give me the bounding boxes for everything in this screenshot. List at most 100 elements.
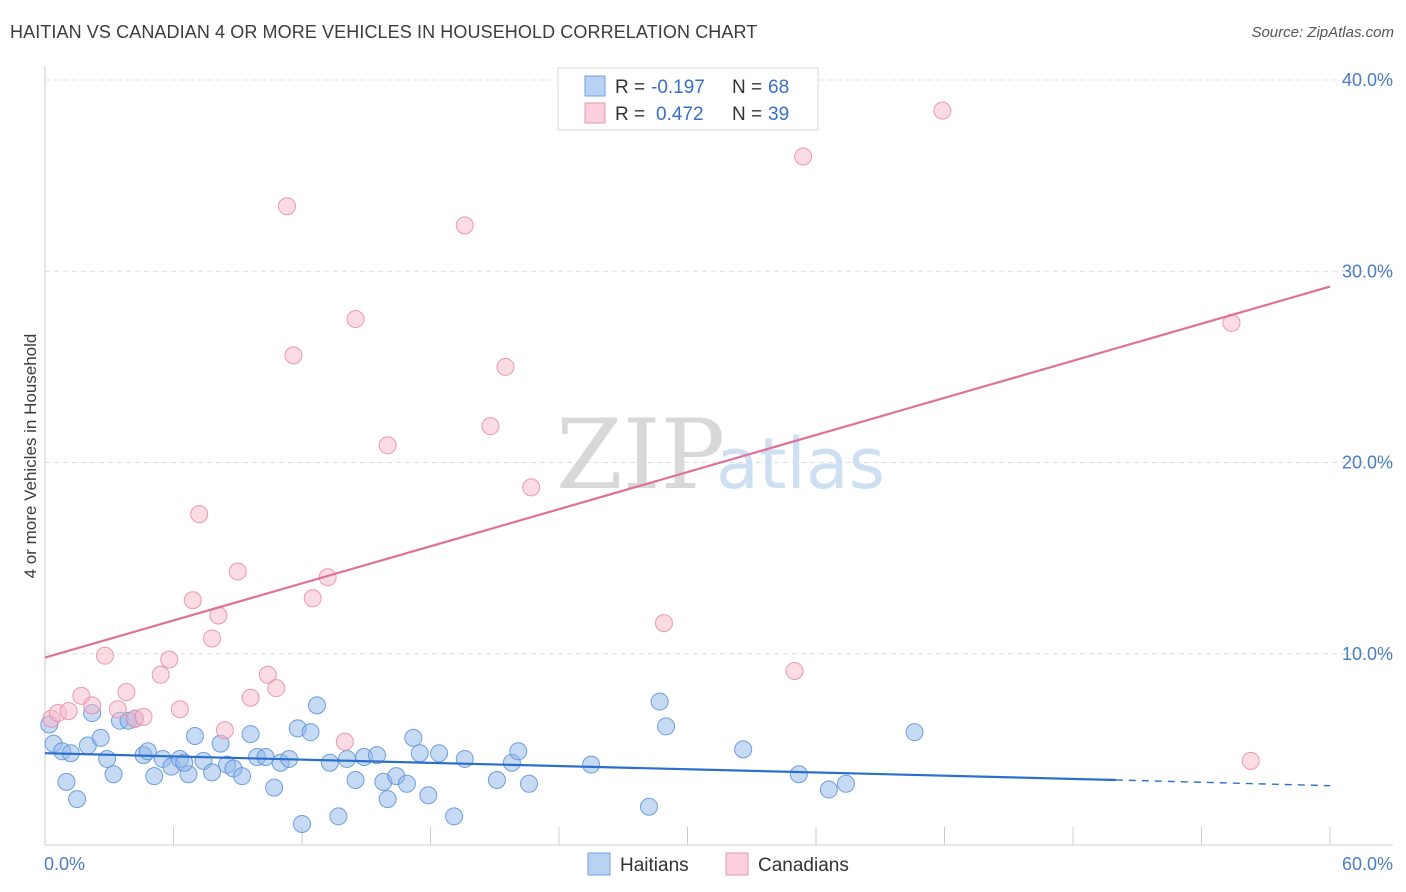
legend-n-label-1: N = [732,77,762,98]
canadian-point-31 [496,357,515,376]
source-credit: Source: ZipAtlas.com [1251,24,1394,41]
haitian-point-38 [329,807,348,826]
haitian-point-47 [404,728,423,747]
canadian-trend-line [44,285,1331,659]
canadian-point-34 [785,661,804,680]
haitian-point-60 [657,717,676,736]
canadian-point-7 [117,683,136,701]
haitian-point-29 [256,748,275,767]
haitian-point-65 [905,723,924,742]
x-tick-min: 0.0% [44,854,85,874]
canadian-point-29 [455,216,474,235]
haitian-point-26 [233,767,252,786]
x-tick-max: 60.0% [1342,854,1393,874]
canadian-point-25 [318,568,337,587]
canadian-point-27 [346,310,365,329]
canadian-point-2 [59,702,78,721]
haitian-point-48 [410,744,429,763]
canadian-point-33 [654,614,673,633]
stats-legend: R = -0.197 N = 68 R = 0.472 N = 39 [557,67,819,131]
series-label-canadians: Canadians [758,855,849,876]
y-tick-label-3: 40.0% [1342,70,1393,90]
haitian-point-51 [445,807,464,826]
haitian-point-59 [650,692,669,711]
haitian-point-20 [185,726,204,745]
series-label-haitians: Haitians [620,855,689,876]
y-axis-title: 4 or more Vehicles in Household [21,334,40,579]
y-tick-label-1: 20.0% [1342,453,1393,473]
haitian-point-50 [430,744,449,763]
watermark-zip: ZIP [556,399,725,511]
haitian-point-35 [301,723,320,742]
canadian-point-21 [267,679,286,698]
haitian-point-8 [98,749,117,768]
haitian-point-42 [367,746,386,765]
haitian-point-15 [145,767,164,786]
haitian-point-22 [203,763,222,782]
watermark-atlas: atlas [716,423,885,505]
haitian-point-7 [91,728,110,747]
haitian-point-46 [397,774,416,793]
haitian-point-64 [836,774,855,793]
canadian-point-36 [933,101,952,120]
trend-lines [44,285,1331,787]
canadian-point-35 [794,147,813,166]
series-swatch-canadians [725,852,749,876]
haitian-point-67 [175,753,194,772]
canadian-point-17 [215,721,234,740]
haitian-point-55 [509,742,528,761]
canadian-point-26 [335,732,354,751]
legend-n-label-2: N = [732,104,762,125]
legend-n-value-1: 68 [768,77,789,98]
legend-swatch-haitians [584,75,606,97]
haitian-point-58 [639,797,658,816]
haitian-point-14 [138,742,157,761]
canadian-point-4 [83,696,102,715]
canadian-point-9 [134,707,153,726]
legend-r-value-2: 0.472 [656,104,704,125]
canadian-point-5 [95,646,114,665]
haitian-point-36 [307,696,326,715]
y-tick-label-0: 10.0% [1342,644,1393,664]
canadian-point-10 [151,665,170,684]
canadian-point-15 [203,629,222,648]
canadian-point-11 [160,650,179,669]
canadian-point-28 [378,436,397,455]
haitian-point-34 [293,814,311,833]
haitian-point-4 [68,790,87,809]
haitian-point-9 [104,765,123,784]
y-tick-label-2: 30.0% [1342,261,1393,281]
legend-n-value-2: 39 [768,104,789,125]
haitian-point-49 [419,786,438,805]
canadian-point-20 [258,665,277,684]
canadian-point-23 [284,346,303,365]
canadian-point-19 [241,688,260,707]
series-swatch-haitians [587,852,611,876]
haitian-point-53 [487,770,506,789]
canadian-point-13 [183,591,202,610]
haitian-point-61 [734,740,753,759]
canadian-point-12 [170,700,189,719]
series-legend: Haitians Canadians [587,852,849,876]
canadian-point-38 [1241,751,1260,770]
chart-title: HAITIAN VS CANADIAN 4 OR MORE VEHICLES I… [10,22,758,42]
haitian-point-27 [241,725,260,744]
canadian-point-18 [228,562,247,581]
haitian-point-44 [378,790,397,809]
legend-swatch-canadians [584,102,606,124]
data-points [40,101,1260,833]
watermark: ZIP atlas [556,399,885,511]
y-tick-labels: 10.0% 20.0% 30.0% 40.0% [1342,70,1393,664]
grid [45,79,1393,655]
canadian-point-30 [481,417,500,436]
canadian-point-6 [108,700,127,719]
haitian-trend-line [44,752,1116,782]
canadian-point-24 [303,589,322,608]
haitian-point-37 [320,753,339,772]
haitian-point-62 [789,765,808,784]
haitian-point-63 [819,780,838,799]
legend-r-value-1: -0.197 [651,77,705,98]
haitian-trend-extension [1115,779,1331,787]
haitian-point-30 [265,778,284,797]
